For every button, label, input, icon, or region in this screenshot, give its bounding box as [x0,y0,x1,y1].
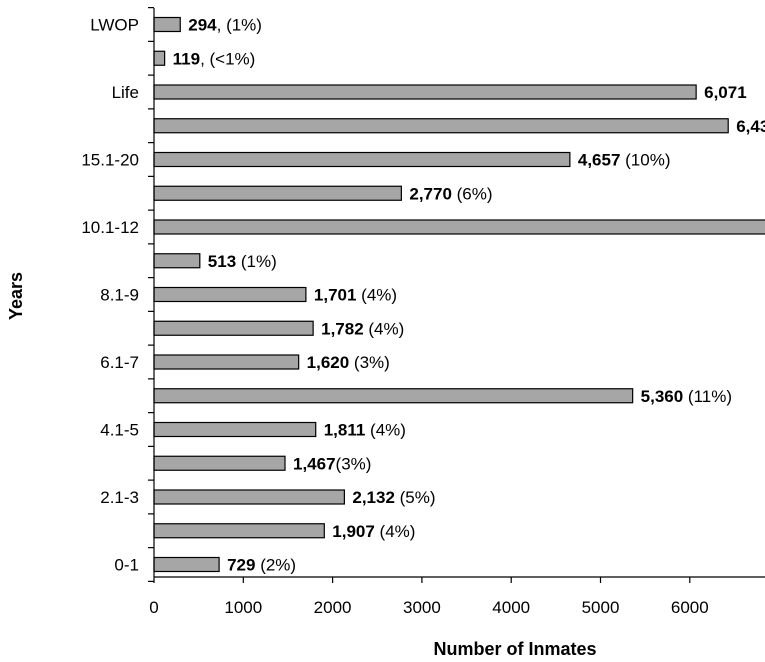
data-label: 1,467(3%) [293,454,371,473]
data-label: 1,782 (4%) [321,319,404,338]
data-label-value: 4,657 [578,151,621,170]
data-label: 4,657 (10%) [578,151,671,170]
y-tick-label: 15.1-20 [81,151,139,170]
data-label-value: 2,770 [409,184,452,203]
bar [153,489,345,505]
data-label: 1,907 (4%) [332,522,415,541]
data-label-percent: (3%) [349,353,390,372]
bar [153,556,220,573]
bar [153,219,765,235]
x-tick-label: 0 [149,598,158,617]
x-tick-label: 2000 [314,598,352,617]
y-tick-label: Life [112,83,139,102]
data-label-percent: (4%) [375,522,416,541]
data-label: 1,620 (3%) [307,353,390,372]
bar [153,185,402,201]
data-label: 513 (1%) [208,252,277,271]
bar [153,253,201,269]
data-label-percent: (3%) [336,454,372,473]
data-label: 5,360 (11%) [641,387,732,406]
data-label-value: 2,132 [352,488,395,507]
data-label-percent: (11%) [683,387,732,406]
data-label-percent: (4%) [365,421,406,440]
data-label-value: 5,360 [641,387,684,406]
x-tick-label: 5000 [582,598,620,617]
y-axis-title: Years [6,272,26,320]
data-label: 2,770 (6%) [409,184,492,203]
x-tick-label: 4000 [492,598,530,617]
data-label-percent: (4%) [356,286,397,305]
bar [153,151,571,168]
data-label-value: 6,43 [736,117,765,136]
data-label-percent: (2%) [255,556,296,575]
data-label-percent: (10%) [620,151,670,170]
data-label-percent: (6%) [452,184,493,203]
y-tick-label: 10.1-12 [81,218,139,237]
data-label: 6,43 [736,117,765,136]
bar [153,320,314,336]
data-label: 1,701 (4%) [314,286,397,305]
bar [153,354,300,370]
y-tick-label: LWOP [90,16,139,35]
data-label-value: 119 [173,49,200,68]
bar [153,286,307,303]
axes-layer: 0 1000 2000 3000 4000 5000 6000 [148,7,765,617]
bar [153,84,697,100]
data-label-value: 1,811 [324,421,366,440]
data-label: 729 (2%) [227,556,296,575]
data-label: 294, (1%) [188,16,262,35]
y-tick-label: 0-1 [114,556,139,575]
y-tick-label: 2.1-3 [100,488,139,507]
y-tick-label: 6.1-7 [100,353,139,372]
data-label-percent: (4%) [364,319,405,338]
data-label-value: 294 [188,16,217,35]
data-label-value: 1,467 [293,454,336,473]
bars-layer [153,16,765,573]
bar [153,118,729,134]
data-label: 1,811 (4%) [324,421,406,440]
data-label-percent: , (<1%) [200,49,255,68]
data-label-value: 513 [208,252,236,271]
bar [153,388,634,404]
x-tick-label: 1000 [224,598,262,617]
bar [153,16,181,33]
x-tick-label: 3000 [403,598,441,617]
bar [153,421,317,438]
x-tick-label: 6000 [671,598,709,617]
data-label: 6,071 [704,83,747,102]
data-label-value: 1,907 [332,522,375,541]
x-axis-title: Number of Inmates [433,639,596,659]
data-label-value: 729 [227,556,255,575]
bar [153,523,325,539]
data-label-percent: (1%) [236,252,277,271]
data-label: 119, (<1%) [173,49,256,68]
data-label-value: 1,782 [321,319,364,338]
labels-layer: LWOP 294, (1%) 119, (<1%) Life 6,071 6,43 15.1… [81,16,765,575]
data-label-percent: , (1%) [217,16,262,35]
bar [153,455,286,471]
data-label: 2,132 (5%) [352,488,435,507]
data-label-value: 1,620 [307,353,350,372]
data-label-value: 1,701 [314,286,357,305]
y-tick-label: 8.1-9 [100,286,139,305]
y-tick-label: 4.1-5 [100,421,139,440]
bar [153,50,166,66]
data-label-value: 6,071 [704,83,747,102]
data-label-percent: (5%) [395,488,436,507]
